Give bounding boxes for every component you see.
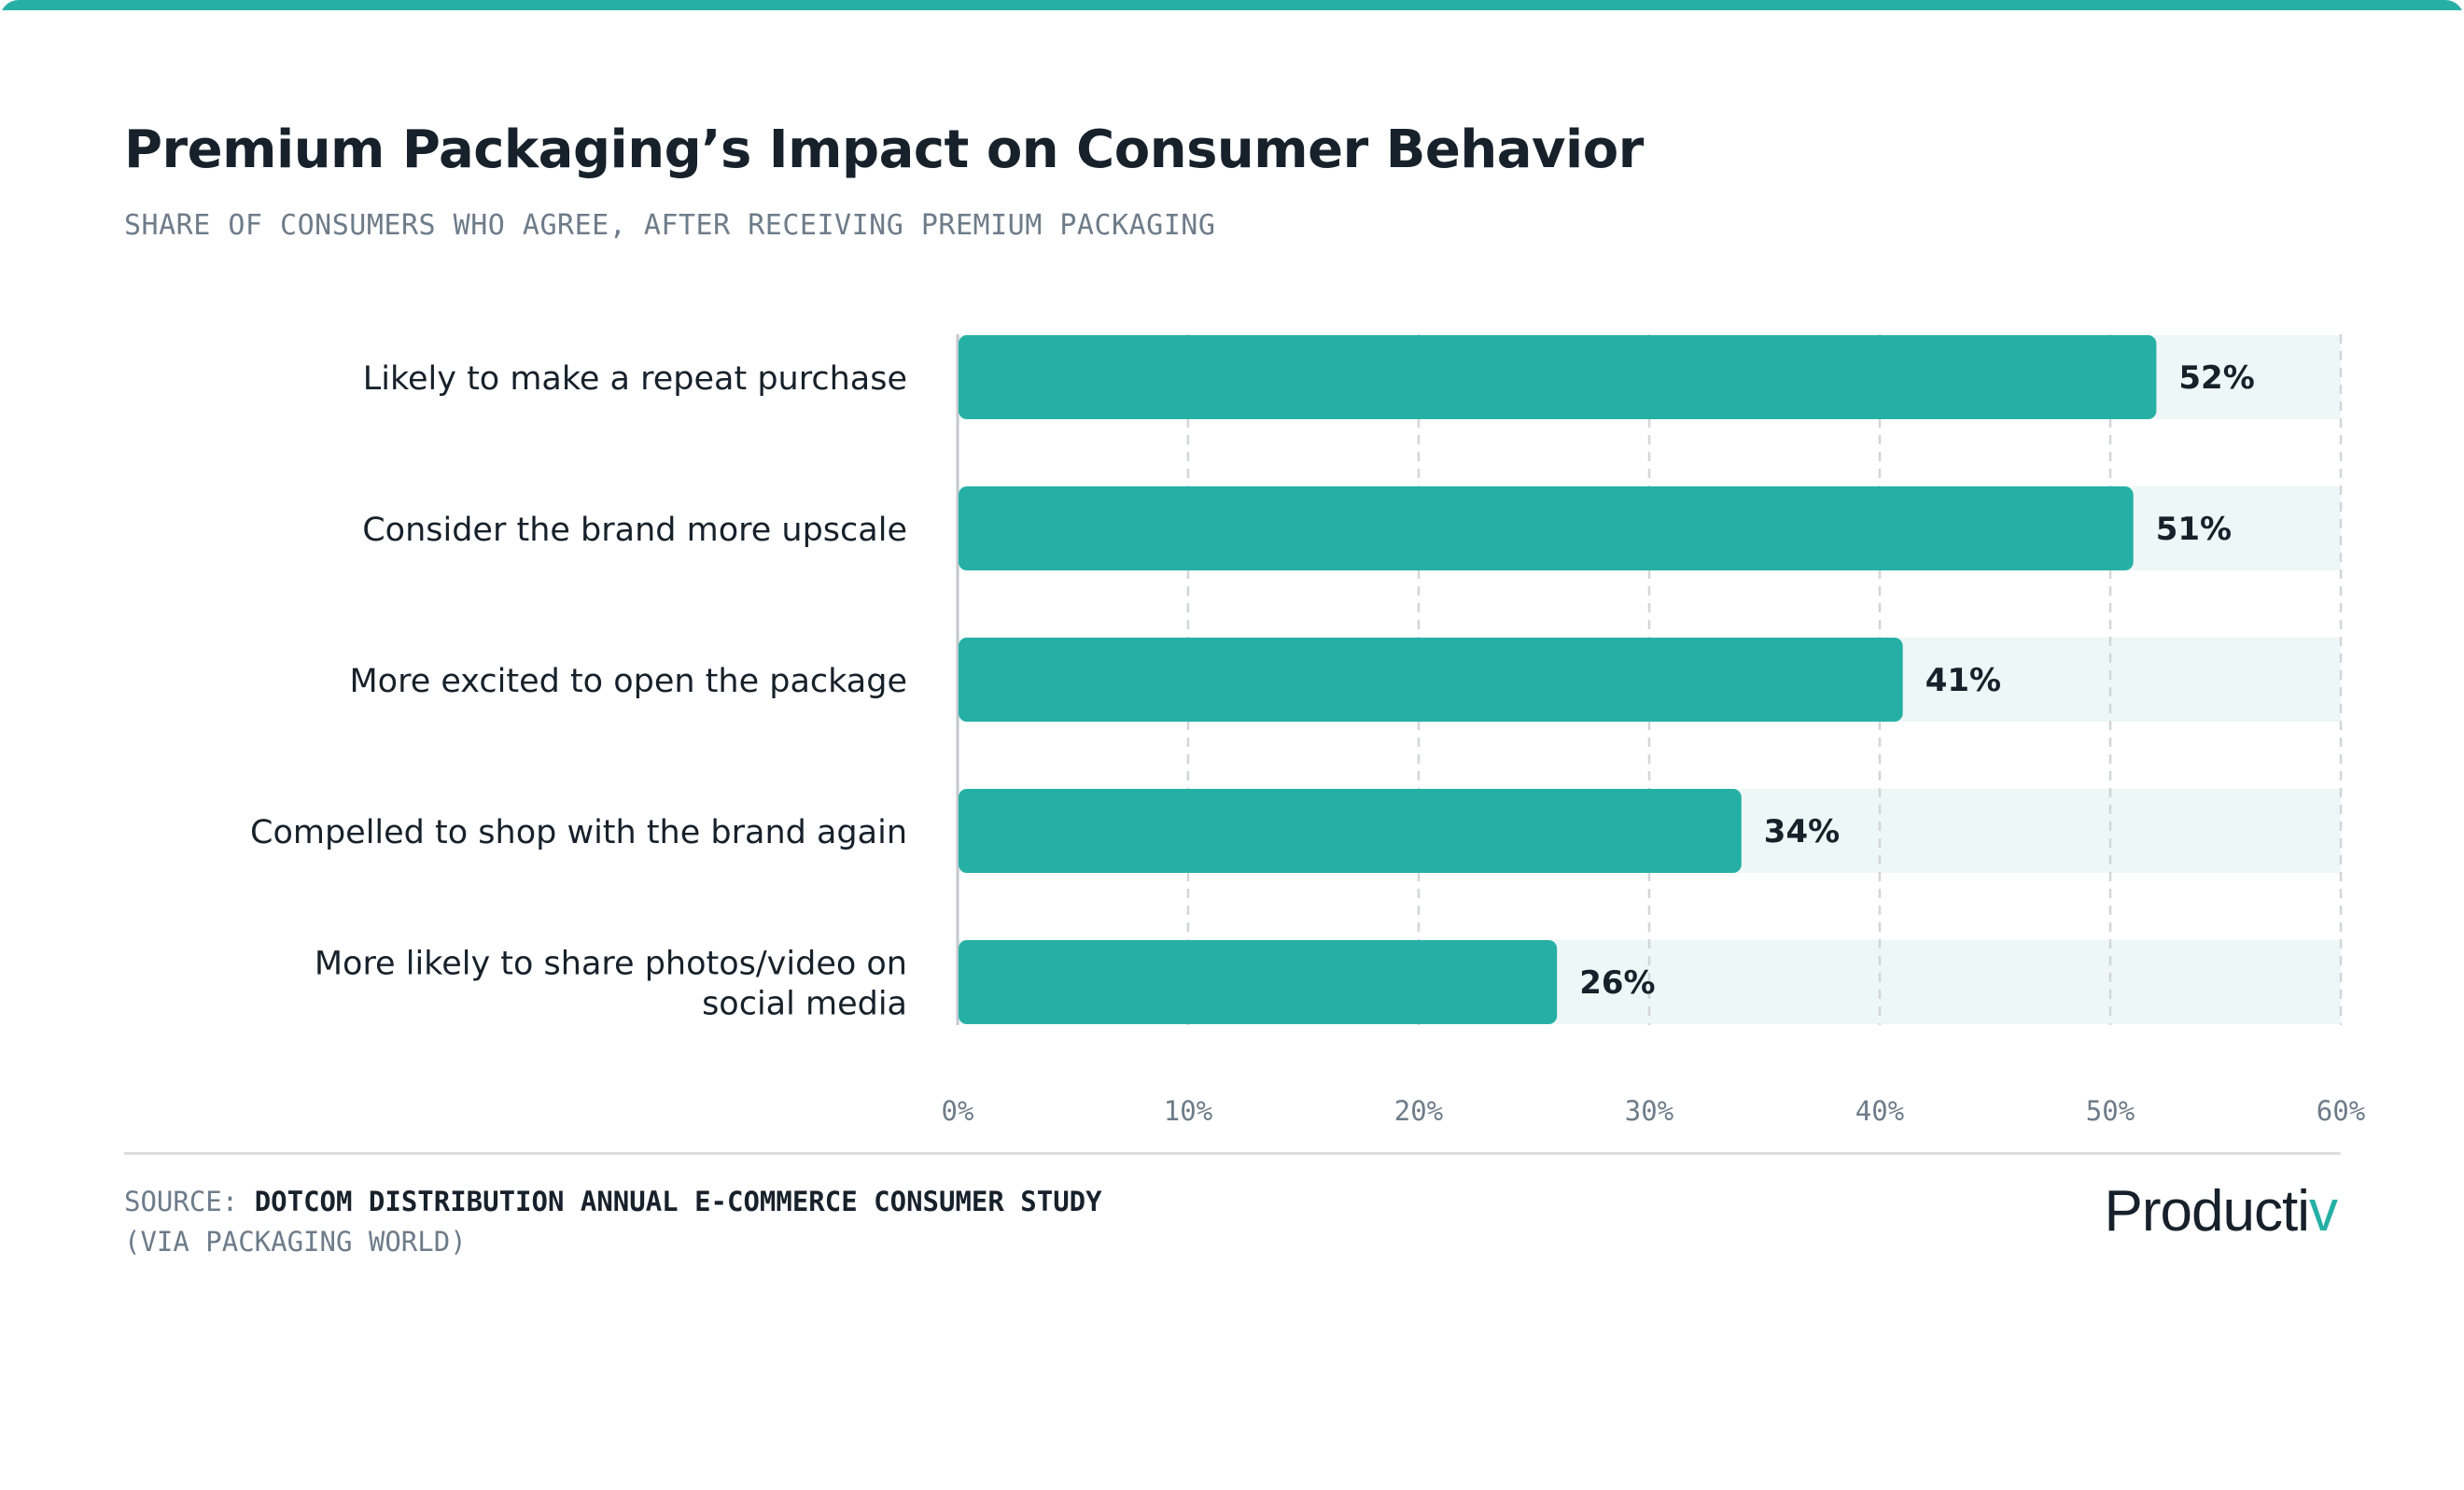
value-label: 52% <box>2178 359 2254 397</box>
category-label: More likely to share photos/video on <box>315 946 907 983</box>
value-label: 34% <box>1764 813 1840 850</box>
bar <box>959 638 1903 722</box>
value-label: 51% <box>2156 511 2232 548</box>
bar <box>959 789 1742 873</box>
category-label: social media <box>702 986 907 1023</box>
bar <box>959 940 1558 1024</box>
category-label: Compelled to shop with the brand again <box>250 814 907 851</box>
category-label: Likely to make a repeat purchase <box>363 360 907 398</box>
value-label: 41% <box>1925 662 2001 699</box>
bar <box>959 335 2157 419</box>
x-tick-label: 40% <box>1855 1095 1904 1127</box>
logo-accent-text: v <box>2309 1179 2338 1244</box>
x-tick-label: 50% <box>2086 1095 2135 1127</box>
x-tick-label: 30% <box>1625 1095 1673 1127</box>
x-tick-label: 10% <box>1164 1095 1212 1127</box>
category-label: Consider the brand more upscale <box>362 512 907 549</box>
source-via: (VIA PACKAGING WORLD) <box>124 1226 467 1258</box>
source-line: SOURCE: DOTCOM DISTRIBUTION ANNUAL E-COM… <box>124 1182 1102 1222</box>
category-label: More excited to open the package <box>349 663 907 700</box>
chart-title: Premium Packaging’s Impact on Consumer B… <box>124 119 1644 180</box>
footer-divider <box>124 1152 2341 1155</box>
source-prefix: SOURCE: <box>124 1186 239 1217</box>
x-tick-label: 0% <box>942 1095 974 1127</box>
source-note: SOURCE: DOTCOM DISTRIBUTION ANNUAL E-COM… <box>124 1182 1102 1262</box>
value-label: 26% <box>1579 964 1655 1002</box>
logo-text: Producti <box>2104 1179 2310 1244</box>
x-tick-label: 60% <box>2317 1095 2365 1127</box>
accent-stripe <box>0 0 2464 10</box>
chart-subtitle: SHARE OF CONSUMERS WHO AGREE, AFTER RECE… <box>124 209 1216 242</box>
x-tick-label: 20% <box>1394 1095 1443 1127</box>
bar <box>959 486 2134 570</box>
source-name: DOTCOM DISTRIBUTION ANNUAL E-COMMERCE CO… <box>254 1186 1102 1217</box>
brand-logo: Productiv <box>2104 1178 2338 1244</box>
